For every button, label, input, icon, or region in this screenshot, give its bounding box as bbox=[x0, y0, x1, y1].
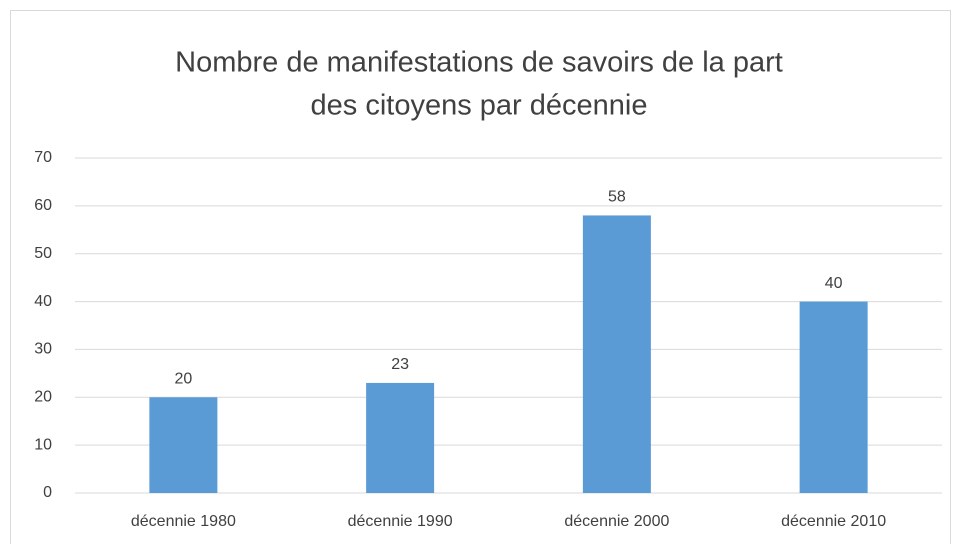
y-tick-label: 30 bbox=[34, 341, 52, 358]
bar bbox=[582, 215, 651, 493]
data-label: 40 bbox=[825, 275, 843, 292]
x-tick-label: décennie 1990 bbox=[348, 513, 453, 530]
y-tick-label: 10 bbox=[34, 436, 52, 453]
bar bbox=[149, 397, 218, 493]
chart-title: des citoyens par décennie bbox=[311, 90, 648, 122]
data-label: 20 bbox=[174, 371, 192, 388]
y-tick-label: 50 bbox=[34, 245, 52, 262]
data-label: 23 bbox=[391, 356, 409, 373]
y-tick-label: 60 bbox=[34, 197, 52, 214]
x-tick-label: décennie 2010 bbox=[781, 513, 886, 530]
x-tick-label: décennie 2000 bbox=[564, 513, 669, 530]
bar bbox=[366, 382, 435, 493]
y-tick-label: 20 bbox=[34, 389, 52, 406]
y-tick-label: 70 bbox=[34, 149, 52, 166]
x-tick-label: décennie 1980 bbox=[131, 513, 236, 530]
y-tick-label: 40 bbox=[34, 293, 52, 310]
chart-title: Nombre de manifestations de savoirs de l… bbox=[175, 47, 783, 79]
bar bbox=[799, 301, 868, 493]
data-label: 58 bbox=[608, 189, 626, 206]
y-tick-label: 0 bbox=[43, 484, 52, 501]
